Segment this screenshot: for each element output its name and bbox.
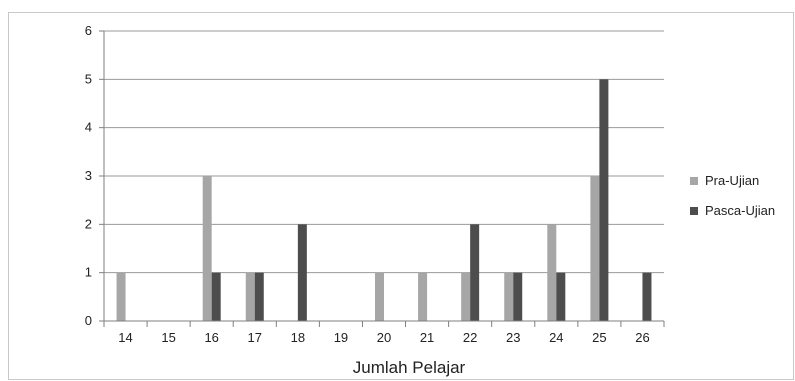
bar-pra-ujian-14	[116, 272, 126, 321]
bar-pasca-ujian-24	[556, 272, 566, 321]
legend-label: Pra-Ujian	[705, 173, 759, 188]
y-tick-label: 5	[85, 71, 92, 86]
bar-pasca-ujian-26	[642, 272, 652, 321]
x-tick-labels: 14 15 16 17 18 19 20 21 22 23 24 25 26	[118, 330, 649, 345]
x-axis-title: Jumlah Pelajar	[353, 358, 466, 377]
bar-pra-ujian-17	[245, 272, 255, 321]
legend-swatch	[690, 207, 698, 215]
bar-pasca-ujian-17	[254, 272, 264, 321]
x-tick-label: 20	[377, 330, 391, 345]
y-tick-labels: 0 1 2 3 4 5 6	[85, 23, 92, 328]
legend-swatch	[690, 177, 698, 185]
x-tick-label: 23	[506, 330, 520, 345]
x-tick-label: 16	[204, 330, 218, 345]
x-tick-label: 21	[420, 330, 434, 345]
chart-frame	[8, 12, 794, 380]
bar-pasca-ujian-25	[599, 79, 609, 321]
x-tick-label: 18	[291, 330, 305, 345]
x-tick-label: 14	[118, 330, 132, 345]
x-tick-label: 19	[334, 330, 348, 345]
bars	[116, 79, 652, 321]
y-tick-label: 2	[85, 216, 92, 231]
x-tick-label: 15	[161, 330, 175, 345]
bar-pra-ujian-16	[202, 176, 212, 321]
bar-pasca-ujian-22	[470, 224, 480, 321]
bar-pra-ujian-22	[461, 272, 471, 321]
bar-pasca-ujian-18	[297, 224, 307, 321]
y-tick-label: 3	[85, 168, 92, 183]
legend: Pra-Ujian Pasca-Ujian	[690, 173, 775, 218]
y-tick-label: 0	[85, 313, 92, 328]
gridlines	[99, 30, 664, 322]
bar-pasca-ujian-23	[513, 272, 523, 321]
y-tick-label: 6	[85, 23, 92, 38]
axes	[103, 31, 665, 327]
y-tick-label: 1	[85, 265, 92, 280]
x-tick-label: 22	[463, 330, 477, 345]
x-tick-label: 26	[635, 330, 649, 345]
legend-label: Pasca-Ujian	[705, 203, 775, 218]
bar-pra-ujian-20	[375, 272, 384, 321]
bar-pra-ujian-23	[504, 272, 514, 321]
bar-pasca-ujian-16	[211, 272, 221, 321]
x-tick-label: 25	[592, 330, 606, 345]
bar-pra-ujian-24	[547, 224, 557, 321]
y-tick-label: 4	[85, 120, 92, 135]
bar-pra-ujian-25	[590, 176, 600, 321]
x-tick-label: 24	[549, 330, 563, 345]
x-tick-label: 17	[248, 330, 262, 345]
bar-pra-ujian-21	[418, 272, 428, 321]
